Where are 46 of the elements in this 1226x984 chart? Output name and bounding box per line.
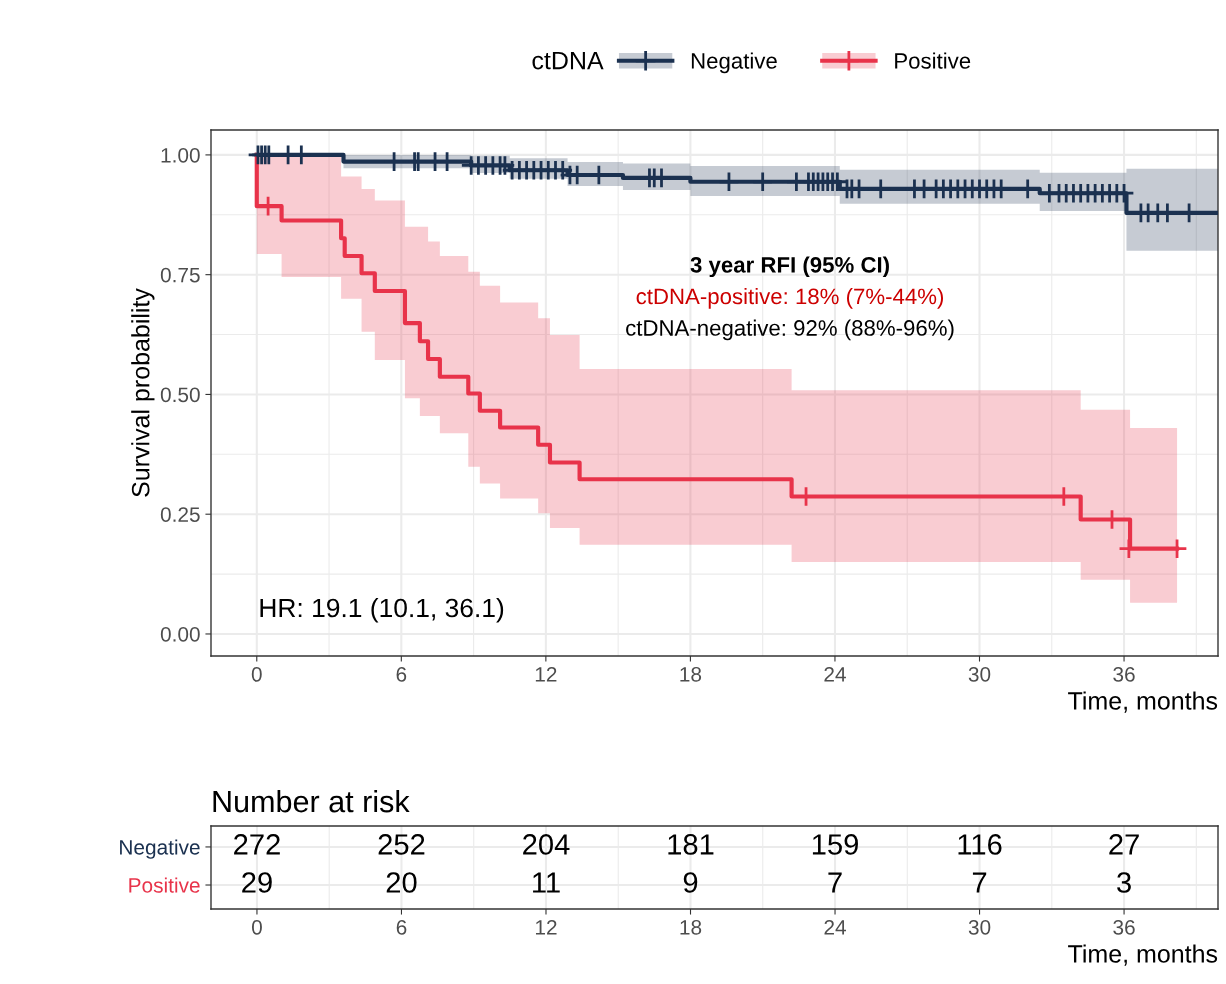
legend-label: Negative bbox=[691, 52, 777, 74]
x-tick-label: 12 bbox=[535, 666, 557, 682]
data-label: 7 bbox=[972, 872, 987, 893]
x-tick-label: 0 bbox=[251, 919, 262, 935]
x-tick-label: 30 bbox=[968, 666, 991, 682]
x-tick-label: 18 bbox=[680, 666, 702, 682]
data-label: 159 bbox=[812, 834, 858, 855]
x-tick-label: 36 bbox=[1113, 666, 1135, 682]
x-tick-label: 6 bbox=[396, 919, 407, 935]
y-tick-label: 0.00 bbox=[160, 626, 200, 642]
data-label: 27 bbox=[1109, 834, 1139, 855]
x-tick-label: 24 bbox=[824, 666, 846, 682]
annotation: ctDNA-negative: 92% (88%-96%) bbox=[626, 319, 954, 341]
x-tick-label: 30 bbox=[968, 919, 991, 935]
y-axis-title: Survival probability bbox=[131, 288, 155, 497]
y-tick-label: 0.25 bbox=[160, 507, 200, 522]
data-label: 20 bbox=[386, 872, 417, 893]
data-label: 204 bbox=[523, 834, 570, 855]
data-label: 11 bbox=[533, 872, 560, 893]
data-label: 29 bbox=[242, 872, 272, 893]
chart-title: Number at risk bbox=[213, 789, 410, 813]
data-label: 181 bbox=[668, 834, 714, 855]
y-tick-label: Negative bbox=[120, 839, 200, 859]
x-tick-label: 24 bbox=[824, 919, 847, 935]
x-tick-label: 18 bbox=[680, 919, 702, 935]
data-label: 272 bbox=[234, 834, 280, 855]
annotation: 3 year RFI (95% CI) bbox=[690, 256, 889, 278]
y-tick-label: 1.00 bbox=[161, 147, 200, 163]
data-label: 9 bbox=[683, 872, 698, 893]
annotation: ctDNA-positive: 18% (7%-44%) bbox=[636, 287, 944, 309]
data-label: 252 bbox=[378, 834, 425, 855]
annotation: HR: 19.1 (10.1, 36.1) bbox=[260, 597, 504, 623]
x-tick-label: 36 bbox=[1113, 919, 1135, 935]
x-axis-title: Time, months bbox=[1068, 944, 1218, 966]
x-tick-label: 6 bbox=[396, 666, 407, 682]
legend-label: Positive bbox=[895, 52, 971, 69]
legend-title: ctDNA bbox=[532, 51, 604, 70]
y-tick-label: 0.75 bbox=[160, 267, 200, 283]
x-tick-label: 12 bbox=[536, 919, 557, 935]
x-axis-title: Time, months bbox=[1068, 691, 1218, 713]
data-label: 3 bbox=[1117, 872, 1131, 893]
y-tick-label: Positive bbox=[129, 877, 200, 893]
y-tick-label: 0.50 bbox=[160, 387, 200, 403]
x-tick-label: 0 bbox=[251, 666, 262, 682]
data-label: 116 bbox=[958, 834, 1002, 855]
data-label: 7 bbox=[828, 872, 842, 893]
